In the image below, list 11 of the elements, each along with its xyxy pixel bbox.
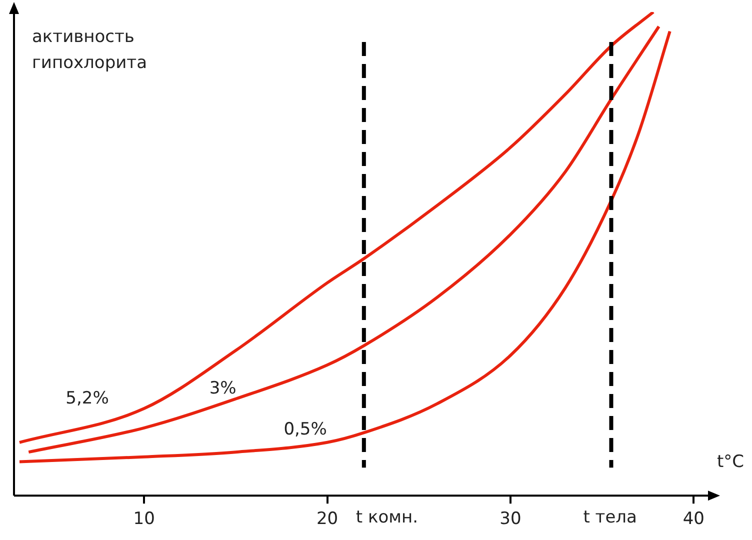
ref-line-label: t тела bbox=[583, 508, 637, 528]
x-tick-label: 20 bbox=[316, 509, 338, 530]
series-label: 0,5% bbox=[284, 420, 327, 440]
x-tick-label: 30 bbox=[500, 509, 522, 530]
x-axis-title: t°C bbox=[716, 452, 744, 472]
y-axis-title: активность гипохлорита bbox=[32, 26, 147, 75]
series-label: 5,2% bbox=[66, 388, 109, 408]
ref-line-label: t комн. bbox=[356, 508, 418, 528]
x-tick-label: 10 bbox=[133, 509, 155, 530]
x-tick-label: 40 bbox=[682, 509, 704, 530]
series-label: 3% bbox=[209, 378, 236, 399]
